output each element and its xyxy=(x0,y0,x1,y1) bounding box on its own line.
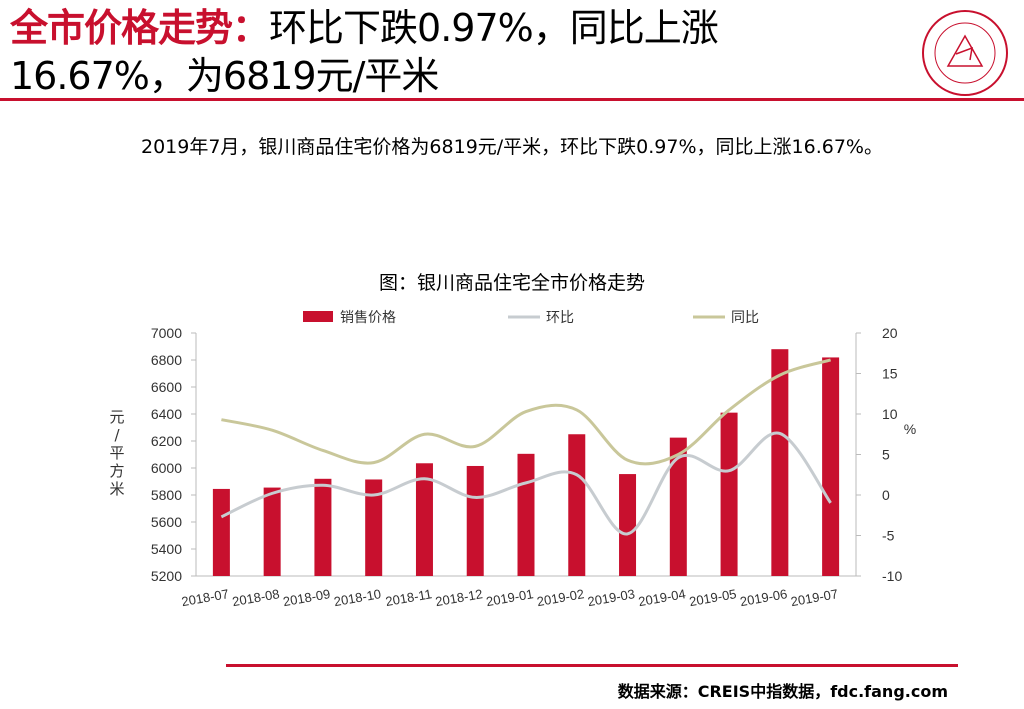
x-tick-label: 2019-05 xyxy=(688,586,738,609)
price-bar xyxy=(466,465,484,576)
title-divider xyxy=(0,98,1024,101)
legend-label-yoy: 同比 xyxy=(731,310,759,326)
x-tick-label: 2019-04 xyxy=(637,586,687,609)
y-axis-label-char: 方 xyxy=(109,462,124,480)
summary-text: 2019年7月，银川商品住宅价格为6819元/平米，环比下跌0.97%，同比上涨… xyxy=(140,136,883,158)
y2-tick-label: -10 xyxy=(882,568,902,584)
price-bar xyxy=(568,434,586,576)
chart-title: 图：银川商品住宅全市价格走势 xyxy=(378,272,645,294)
data-source: 数据来源：CREIS中指数据，fdc.fang.com xyxy=(617,682,948,701)
y-tick-label: 6200 xyxy=(151,433,182,449)
y-axis-label-char: 米 xyxy=(109,480,124,498)
x-tick-label: 2018-08 xyxy=(231,586,281,609)
page-title: 全市价格走势：环比下跌0.97%，同比上涨 16.67%，为6819元/平米 xyxy=(10,4,910,100)
china-index-academy-logo xyxy=(922,10,1008,96)
y2-axis-label: % xyxy=(904,421,916,437)
page-title-line2: 16.67%，为6819元/平米 xyxy=(10,54,439,98)
legend-label-price: 销售价格 xyxy=(340,310,396,326)
y-tick-label: 6600 xyxy=(151,379,182,395)
yoy-line xyxy=(221,358,832,466)
price-bar xyxy=(771,349,789,576)
price-bar xyxy=(669,437,687,576)
y2-tick-label: 15 xyxy=(882,366,898,382)
y-tick-label: 5200 xyxy=(151,568,182,584)
y-tick-label: 6000 xyxy=(151,460,182,476)
y2-tick-label: 5 xyxy=(882,447,890,463)
legend-label-mom: 环比 xyxy=(546,310,574,326)
price-bar xyxy=(517,453,535,576)
x-tick-label: 2019-06 xyxy=(739,586,789,609)
y-tick-label: 5600 xyxy=(151,514,182,530)
page-title-accent: 全市价格走势： xyxy=(10,6,270,50)
x-tick-label: 2018-09 xyxy=(282,586,332,609)
page-title-line1: 环比下跌0.97%，同比上涨 xyxy=(269,6,719,50)
price-bar xyxy=(415,463,433,576)
x-tick-label: 2019-03 xyxy=(586,586,636,609)
price-bar xyxy=(263,487,281,576)
price-bar xyxy=(619,474,637,576)
y-axis-label-char: 元 xyxy=(109,408,124,426)
y2-tick-label: 10 xyxy=(882,406,898,422)
price-bar xyxy=(314,478,332,576)
y2-tick-label: 0 xyxy=(882,487,890,503)
legend-swatch-price xyxy=(303,311,333,322)
x-tick-label: 2018-10 xyxy=(333,586,383,609)
x-tick-label: 2018-07 xyxy=(180,586,230,609)
price-bar xyxy=(720,412,738,576)
x-tick-label: 2018-12 xyxy=(434,586,484,609)
y-tick-label: 5800 xyxy=(151,487,182,503)
footer-divider xyxy=(226,664,958,667)
y-tick-label: 6400 xyxy=(151,406,182,422)
y-tick-label: 6800 xyxy=(151,352,182,368)
y-axis-label-char: 平 xyxy=(109,444,124,462)
price-bar xyxy=(212,488,230,576)
y-tick-label: 7000 xyxy=(151,325,182,341)
price-bar xyxy=(365,479,383,576)
x-tick-label: 2019-01 xyxy=(485,586,535,609)
x-tick-label: 2018-11 xyxy=(384,586,433,609)
y-tick-label: 5400 xyxy=(151,541,182,557)
x-tick-label: 2019-02 xyxy=(536,586,586,609)
price-bar xyxy=(822,357,840,576)
x-tick-label: 2019-07 xyxy=(790,586,840,609)
y-axis-label-char: / xyxy=(114,426,120,444)
y2-tick-label: -5 xyxy=(882,528,895,544)
y2-tick-label: 20 xyxy=(882,325,898,341)
mom-line xyxy=(220,431,832,536)
